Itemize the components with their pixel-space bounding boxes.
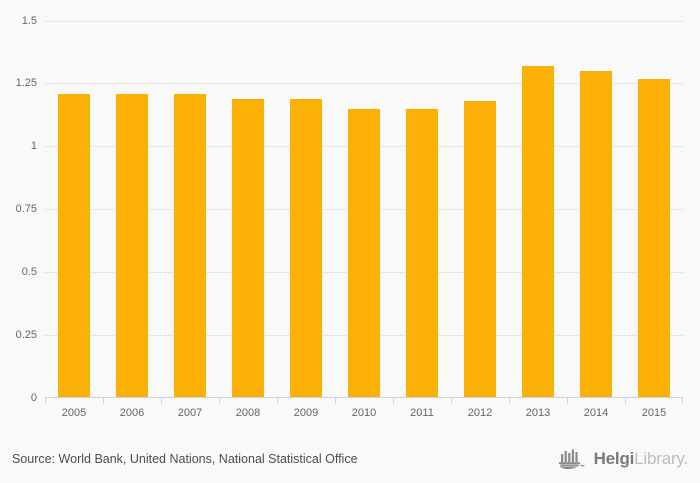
y-axis-tick-label: 0.5	[21, 266, 37, 278]
helgi-library-logo[interactable]: HelgiLibrary.	[558, 448, 688, 470]
x-axis-tick-label: 2009	[293, 407, 319, 419]
x-axis-tick	[161, 398, 162, 404]
bar-slot	[45, 21, 103, 398]
bar[interactable]	[580, 71, 612, 398]
x-axis-tick	[335, 398, 336, 404]
x-axis-tick-label: 2014	[583, 407, 609, 419]
x-axis-tick	[509, 398, 510, 404]
gridline	[45, 83, 683, 84]
x-axis-tick-label: 2007	[177, 407, 203, 419]
bar-slot	[219, 21, 277, 398]
x-axis-tick-label: 2010	[351, 407, 377, 419]
x-axis-tick	[277, 398, 278, 404]
logo-wordmark: HelgiLibrary.	[593, 449, 689, 469]
x-axis-tick-label: 2011	[410, 407, 434, 419]
plot-area	[45, 21, 683, 404]
x-axis-tick-label: 2012	[467, 407, 493, 419]
logo-brand-primary: Helgi	[593, 449, 635, 468]
x-axis-tick-label: 2006	[119, 407, 145, 419]
bar[interactable]	[116, 93, 148, 398]
x-axis-tick-label: 2013	[525, 407, 551, 419]
source-note: Source: World Bank, United Nations, Nati…	[12, 452, 358, 466]
x-axis-tick	[45, 398, 46, 404]
y-axis-tick-label: 0.25	[15, 329, 37, 341]
y-axis-tick-label: 1	[30, 140, 37, 152]
bar-slot	[277, 21, 335, 398]
bar[interactable]	[290, 98, 322, 398]
x-axis-tick	[625, 398, 626, 404]
bar[interactable]	[522, 66, 554, 398]
y-axis-tick-label: 1.5	[21, 15, 37, 27]
y-axis-tick-label: 0.75	[15, 203, 37, 215]
x-axis-tick	[219, 398, 220, 404]
x-axis-tick	[393, 398, 394, 404]
bar[interactable]	[174, 93, 206, 398]
library-building-icon	[558, 449, 585, 470]
bar-slot	[335, 21, 393, 398]
x-axis-tick	[451, 398, 452, 404]
bar-slot	[393, 21, 451, 398]
logo-brand-secondary: Library	[634, 449, 684, 468]
bar-slot	[451, 21, 509, 398]
y-axis-tick-label: 1.25	[15, 77, 37, 89]
bar[interactable]	[406, 108, 438, 398]
logo-brand-suffix: .	[683, 449, 688, 468]
x-axis-tick-label: 2015	[641, 407, 667, 419]
x-axis-tick	[103, 398, 104, 404]
y-axis: 1.5 1.25 1 0.75 0.5 0.25 0	[0, 0, 45, 483]
bar[interactable]	[464, 101, 496, 398]
y-axis-tick-label: 0	[30, 392, 37, 404]
bar-slot	[625, 21, 683, 398]
bar[interactable]	[232, 98, 264, 398]
x-axis-tick	[567, 398, 568, 404]
bar-slot	[161, 21, 219, 398]
bar[interactable]	[638, 78, 670, 398]
x-axis-tick-label: 2008	[235, 407, 261, 419]
gridline	[45, 21, 683, 22]
bar[interactable]	[348, 108, 380, 398]
x-axis-tick-label: 2005	[61, 407, 87, 419]
bar-slot	[103, 21, 161, 398]
bar-slot	[509, 21, 567, 398]
bar-slot	[567, 21, 625, 398]
bar[interactable]	[58, 93, 90, 398]
x-axis-tick	[682, 398, 683, 404]
x-axis-line	[45, 397, 683, 398]
chart-footer: Source: World Bank, United Nations, Nati…	[0, 440, 700, 483]
